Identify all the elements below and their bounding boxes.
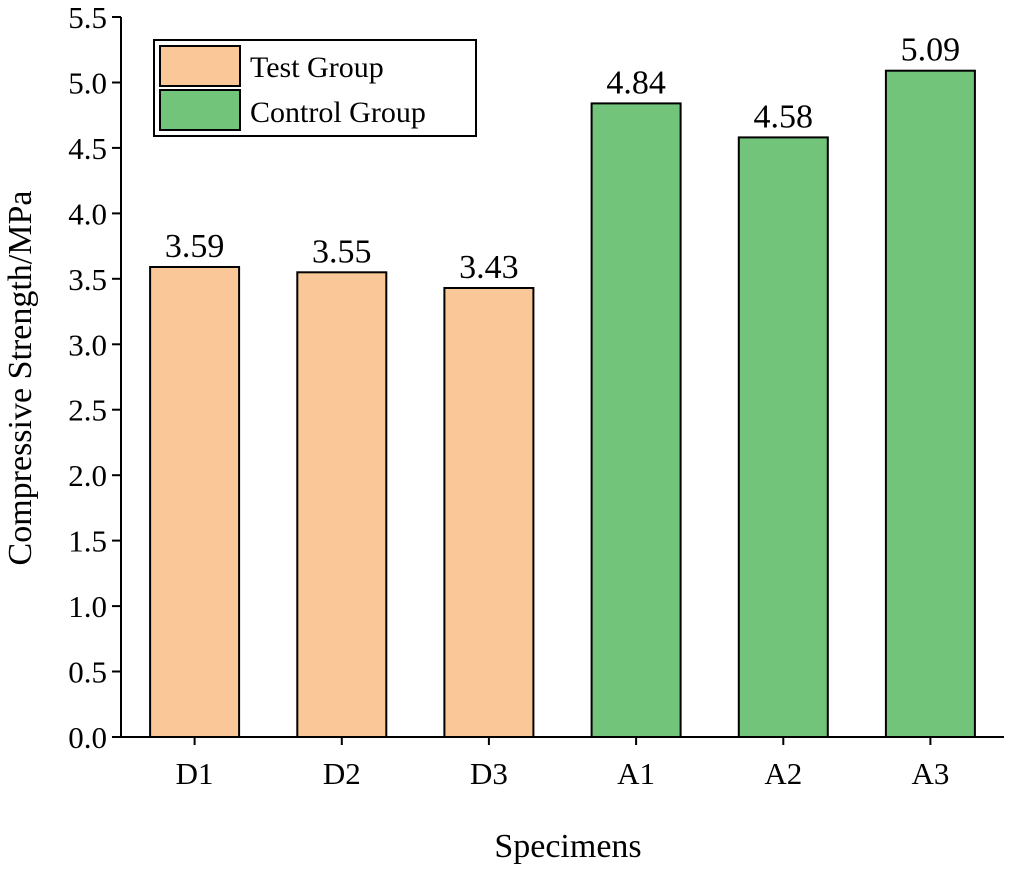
y-axis-title: Compressive Strength/MPa	[2, 191, 39, 566]
ticks-layer: D1 D2 D3 A1 A2 A3 0.0 0.5 1.0 1.5 2.0 2.5 3.0 3.5 4.0 4…	[68, 0, 949, 791]
legend: Test Group Control Group	[153, 39, 477, 137]
x-tick-label-d1: D1	[176, 756, 214, 791]
y-tick-label: 0.0	[68, 720, 107, 755]
x-tick-label-a3: A3	[911, 756, 949, 791]
y-tick-label: 1.0	[68, 589, 107, 624]
data-label-a3: 5.09	[901, 32, 961, 69]
data-label-a2: 4.58	[754, 98, 814, 135]
bars-layer	[149, 69, 976, 738]
bar-d3	[443, 287, 535, 738]
x-tick-label-d3: D3	[470, 756, 508, 791]
x-tick-label-a1: A1	[617, 756, 655, 791]
axes-layer	[120, 17, 1004, 738]
y-tick-label: 3.0	[68, 327, 107, 362]
legend-swatch-test-group	[159, 45, 241, 87]
bar-a2	[737, 136, 829, 738]
y-tick-label: 2.0	[68, 458, 107, 493]
y-tick-label: 3.5	[68, 262, 107, 297]
y-tick-label: 2.5	[68, 393, 107, 428]
data-labels-layer: 3.59 3.55 3.43 4.84 4.58 5.09	[165, 32, 960, 286]
bar-a1	[590, 102, 682, 738]
legend-label-control-group: Control Group	[250, 96, 426, 129]
data-label-d3: 3.43	[459, 249, 519, 286]
x-tick-label-d2: D2	[323, 756, 361, 791]
y-tick-label: 5.0	[68, 66, 107, 101]
data-label-d1: 3.59	[165, 228, 225, 265]
x-axis-title: Specimens	[494, 828, 641, 865]
y-tick-label: 0.5	[68, 655, 107, 690]
y-tick-label: 5.5	[68, 0, 107, 35]
y-tick-label: 4.5	[68, 131, 107, 166]
data-label-a1: 4.84	[606, 64, 666, 101]
y-tick-label: 4.0	[68, 196, 107, 231]
legend-label-test-group: Test Group	[250, 51, 384, 84]
bar-a3	[884, 69, 976, 738]
bar-d2	[296, 271, 388, 738]
legend-swatch-control-group	[159, 89, 241, 131]
y-tick-label: 1.5	[68, 524, 107, 559]
x-tick-label-a2: A2	[764, 756, 802, 791]
data-label-d2: 3.55	[312, 233, 372, 270]
bar-d1	[149, 266, 241, 738]
